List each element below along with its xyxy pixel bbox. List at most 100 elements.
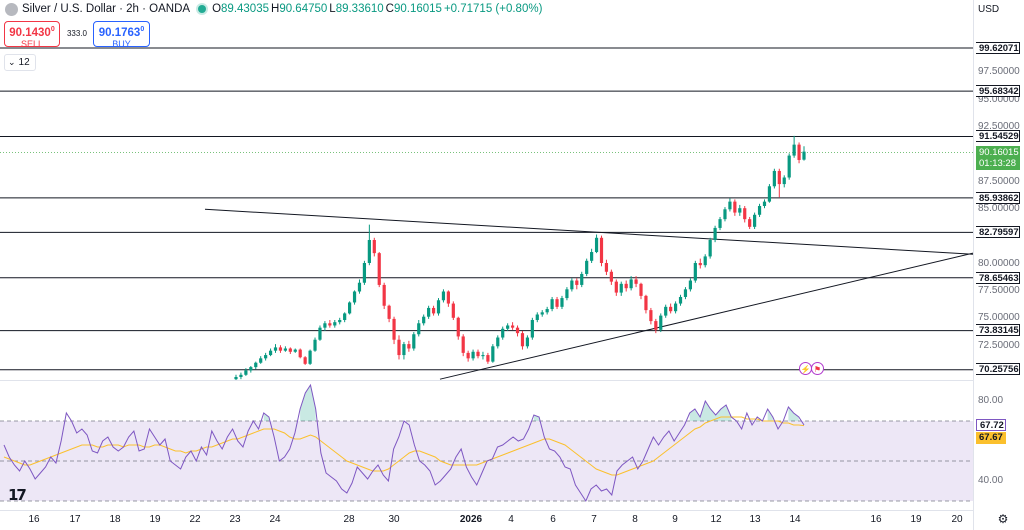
ohlc-high: 90.64750 bbox=[279, 3, 328, 15]
economic-events[interactable]: ⚡ ⚑ bbox=[799, 362, 827, 376]
rsi-overbought-fill bbox=[263, 413, 269, 421]
candle-body bbox=[259, 358, 263, 363]
candle bbox=[283, 346, 287, 352]
buy-price: 90.1763 bbox=[98, 26, 141, 39]
candle bbox=[802, 146, 806, 161]
candle bbox=[708, 237, 712, 259]
candle-body bbox=[767, 186, 772, 202]
level-tag: 95.68342 bbox=[976, 85, 1020, 97]
candle bbox=[644, 294, 648, 314]
candle bbox=[619, 281, 623, 296]
level-tag: 78.65463 bbox=[976, 272, 1020, 284]
candle bbox=[382, 282, 386, 310]
candle-body bbox=[422, 316, 426, 324]
candle-body bbox=[649, 310, 653, 322]
candle-body bbox=[728, 201, 732, 210]
price-axis-label: 85.00000 bbox=[978, 203, 1020, 214]
candle-body bbox=[659, 315, 663, 330]
candle-body bbox=[244, 370, 248, 375]
candle bbox=[545, 306, 549, 315]
candle-body bbox=[288, 348, 292, 352]
candle-body bbox=[599, 237, 604, 263]
symbol-header: Silver / U.S. Dollar · 2h · OANDA O89.43… bbox=[0, 0, 542, 18]
candle bbox=[318, 325, 322, 341]
candle-body bbox=[718, 219, 722, 228]
candle-body bbox=[412, 334, 416, 349]
candle bbox=[417, 319, 421, 337]
candle-body bbox=[249, 367, 253, 371]
gear-icon[interactable]: ⚙ bbox=[997, 512, 1009, 526]
candle bbox=[451, 301, 455, 320]
rsi-axis-label: 40.00 bbox=[978, 475, 1004, 486]
candle bbox=[377, 252, 381, 288]
time-axis-label: 28 bbox=[343, 514, 355, 525]
candle bbox=[629, 276, 633, 291]
candle-body bbox=[708, 239, 712, 257]
candle bbox=[570, 278, 574, 292]
candle bbox=[634, 276, 638, 288]
time-axis-label: 22 bbox=[189, 514, 201, 525]
candle-body bbox=[575, 280, 579, 285]
candle-body bbox=[471, 351, 475, 359]
candle bbox=[298, 348, 302, 359]
candle bbox=[604, 259, 609, 276]
sell-price: 90.1430 bbox=[9, 26, 51, 39]
candle-body bbox=[639, 283, 643, 296]
candle-body bbox=[787, 155, 791, 178]
time-axis-label: 2026 bbox=[459, 514, 483, 525]
candle bbox=[673, 301, 678, 314]
candle-body bbox=[254, 362, 258, 368]
buy-label: BUY bbox=[112, 38, 131, 49]
candle-body bbox=[367, 239, 371, 263]
candle-body bbox=[683, 289, 688, 297]
symbol-title[interactable]: Silver / U.S. Dollar · 2h · OANDA bbox=[22, 3, 191, 15]
candle bbox=[659, 313, 663, 333]
candle bbox=[436, 298, 441, 316]
candle bbox=[669, 303, 673, 314]
time-axis-label: 16 bbox=[28, 514, 40, 525]
candle bbox=[333, 319, 337, 328]
candle bbox=[392, 316, 396, 345]
candle-body bbox=[446, 291, 450, 304]
candle bbox=[520, 330, 525, 350]
candle-body bbox=[585, 260, 589, 274]
candle-body bbox=[713, 227, 717, 240]
sell-button[interactable]: 90.14300 SELL bbox=[4, 21, 60, 49]
candle-body bbox=[654, 321, 658, 330]
candle bbox=[590, 248, 594, 263]
us-flag-icon[interactable]: ⚑ bbox=[811, 362, 824, 375]
candle-body bbox=[644, 295, 648, 311]
candle bbox=[501, 326, 505, 340]
candle-body bbox=[506, 325, 510, 329]
time-axis-label: 18 bbox=[109, 514, 121, 525]
candle bbox=[352, 290, 357, 305]
buy-button[interactable]: 90.17630 BUY bbox=[93, 21, 150, 49]
candle bbox=[787, 153, 791, 180]
candle bbox=[624, 280, 628, 292]
candle bbox=[259, 356, 263, 364]
candle bbox=[748, 216, 752, 230]
level-tag: 99.62071 bbox=[976, 42, 1020, 54]
candle bbox=[348, 301, 352, 315]
candle bbox=[767, 184, 772, 203]
candle bbox=[614, 279, 618, 296]
candle-body bbox=[525, 337, 530, 347]
candle-body bbox=[343, 313, 347, 320]
candle bbox=[733, 199, 737, 216]
candle-body bbox=[515, 327, 520, 334]
candle-body bbox=[431, 307, 436, 314]
candle bbox=[357, 279, 362, 294]
candle bbox=[441, 289, 446, 303]
candle-body bbox=[545, 309, 549, 313]
interval-selector[interactable]: ⌄ 12 bbox=[4, 54, 36, 71]
candle bbox=[560, 295, 564, 310]
currency-selector[interactable]: USD bbox=[978, 4, 1000, 15]
candle bbox=[797, 142, 801, 164]
time-axis-label: 24 bbox=[269, 514, 281, 525]
tradingview-logo[interactable]: 17 bbox=[8, 486, 27, 504]
candle-body bbox=[678, 296, 683, 304]
candle bbox=[525, 335, 530, 349]
candle-body bbox=[733, 201, 737, 213]
candle-body bbox=[782, 177, 786, 185]
